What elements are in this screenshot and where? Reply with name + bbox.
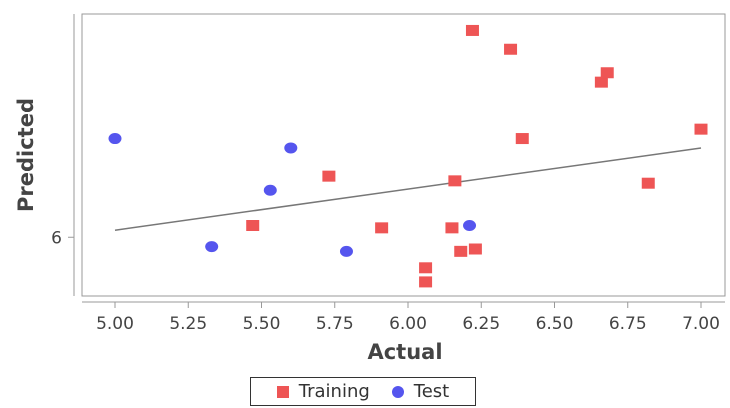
- legend-entry-training: Training: [276, 381, 370, 402]
- training-point: [322, 170, 336, 182]
- x-tick-label: 5.25: [169, 314, 207, 334]
- training-point: [375, 222, 389, 234]
- legend: Training Test: [250, 377, 476, 406]
- x-tick-label: 7.00: [682, 314, 720, 334]
- training-point: [694, 123, 708, 135]
- test-point: [263, 184, 277, 196]
- trend-line-group: [114, 147, 702, 231]
- training-marker-icon: [276, 385, 289, 398]
- training-point: [515, 133, 529, 145]
- training-point: [246, 220, 260, 231]
- legend-label-training: Training: [298, 381, 370, 402]
- test-point: [339, 245, 353, 257]
- training-point: [594, 76, 608, 88]
- x-tick-label: 6.25: [462, 314, 500, 334]
- test-marker-icon: [391, 385, 404, 398]
- test-point: [108, 133, 122, 145]
- data-points: [108, 24, 708, 288]
- training-point: [600, 67, 614, 79]
- x-axis: 5.00 5.25 5.50 5.75 6.00 6.25 6.50 6.75 7.00: [82, 301, 725, 334]
- x-tick-label: 6.75: [609, 314, 647, 334]
- x-tick-label: 6.50: [536, 314, 574, 334]
- training-point: [468, 243, 482, 255]
- test-point: [463, 220, 477, 231]
- training-point: [454, 245, 468, 257]
- plot-area: [81, 13, 726, 297]
- training-point: [504, 43, 518, 55]
- trend-line: [114, 147, 702, 231]
- y-axis: 6: [51, 14, 75, 296]
- legend-entry-test: Test: [391, 381, 450, 402]
- training-point: [419, 262, 433, 274]
- x-tick-label: 5.50: [243, 314, 281, 334]
- test-point: [205, 241, 219, 253]
- training-point: [419, 276, 433, 288]
- y-axis-title: Predicted: [14, 98, 38, 212]
- x-tick-label: 5.75: [316, 314, 354, 334]
- test-point: [284, 142, 298, 154]
- legend-label-test: Test: [413, 381, 450, 402]
- x-tick-label: 5.00: [96, 314, 134, 334]
- x-tick-label: 6.00: [389, 314, 427, 334]
- y-tick-label: 6: [51, 228, 62, 248]
- training-point: [448, 175, 462, 187]
- training-point: [641, 177, 655, 189]
- training-point: [445, 222, 459, 234]
- training-point: [465, 24, 479, 36]
- x-axis-title: Actual: [367, 340, 442, 364]
